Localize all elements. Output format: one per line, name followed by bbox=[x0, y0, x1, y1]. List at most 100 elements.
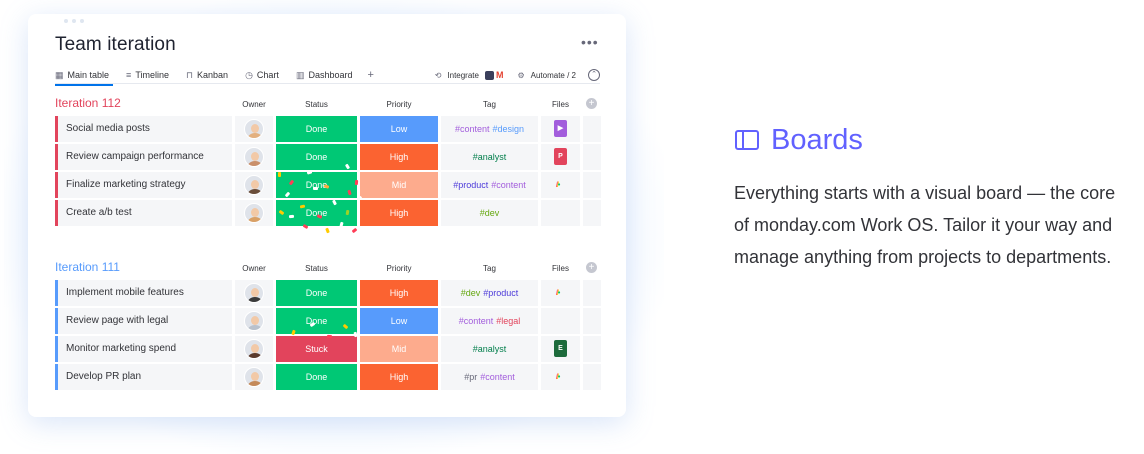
column-header-files[interactable]: Files bbox=[552, 100, 569, 109]
monday-logo-icon[interactable]: //• bbox=[556, 182, 561, 189]
files-cell[interactable] bbox=[541, 308, 580, 334]
status-badge[interactable]: Done bbox=[276, 280, 357, 306]
priority-badge[interactable]: Mid bbox=[360, 336, 438, 362]
table-row[interactable]: Social media posts Done Low #content #design… bbox=[55, 116, 601, 144]
column-header-files[interactable]: Files bbox=[552, 264, 569, 273]
add-column-button[interactable]: + bbox=[586, 262, 597, 273]
tag-cell[interactable]: #content #design bbox=[441, 116, 538, 142]
tag-cell[interactable]: #analyst bbox=[441, 336, 538, 362]
column-header-tag[interactable]: Tag bbox=[483, 264, 496, 273]
excel-file-icon[interactable]: E bbox=[554, 340, 567, 357]
priority-badge[interactable]: High bbox=[360, 144, 438, 170]
item-name[interactable]: Review campaign performance bbox=[55, 144, 232, 170]
table-row[interactable]: Create a/b test Done High #dev bbox=[55, 200, 601, 228]
tab-label: Dashboard bbox=[308, 70, 353, 80]
tab-main-table[interactable]: ▦ Main table bbox=[55, 70, 114, 86]
monday-logo-icon[interactable]: //• bbox=[556, 374, 561, 381]
more-options-button[interactable]: ••• bbox=[581, 34, 599, 50]
tag-cell[interactable]: #analyst bbox=[441, 144, 538, 170]
item-name[interactable]: Finalize marketing strategy bbox=[55, 172, 232, 198]
tab-timeline[interactable]: ≡ Timeline bbox=[126, 70, 169, 80]
priority-badge[interactable]: High bbox=[360, 200, 438, 226]
tag[interactable]: #content bbox=[491, 180, 526, 190]
tag[interactable]: #dev bbox=[479, 208, 500, 218]
tab-label: Timeline bbox=[135, 70, 169, 80]
tab-kanban[interactable]: ⊓ Kanban bbox=[186, 70, 228, 81]
priority-badge[interactable]: Low bbox=[360, 308, 438, 334]
tag[interactable]: #analyst bbox=[472, 344, 507, 354]
files-cell[interactable]: //• bbox=[541, 364, 580, 390]
column-header-owner[interactable]: Owner bbox=[242, 264, 266, 273]
integrate-button[interactable]: Integrate bbox=[447, 70, 479, 80]
tab-dashboard[interactable]: ▥ Dashboard bbox=[296, 70, 353, 81]
item-name[interactable]: Implement mobile features bbox=[55, 280, 232, 306]
group-title[interactable]: Iteration 112 bbox=[55, 96, 121, 110]
powerpoint-file-icon[interactable]: P bbox=[554, 148, 567, 165]
tag-cell[interactable]: #content #legal bbox=[441, 308, 538, 334]
table-row[interactable]: Implement mobile features Done High #dev #pr… bbox=[55, 280, 601, 308]
table-row[interactable]: Review page with legal Done Low #content #le… bbox=[55, 308, 601, 336]
video-file-icon[interactable]: ▶ bbox=[554, 120, 567, 137]
priority-badge[interactable]: Low bbox=[360, 116, 438, 142]
column-header-status[interactable]: Status bbox=[305, 264, 328, 273]
tag[interactable]: #product bbox=[483, 288, 519, 298]
files-cell[interactable]: //• bbox=[541, 172, 580, 198]
status-badge[interactable]: Stuck bbox=[276, 336, 357, 362]
owner-cell[interactable] bbox=[235, 364, 273, 390]
tag[interactable]: #dev bbox=[460, 288, 481, 298]
files-cell[interactable]: ▶ bbox=[541, 116, 580, 142]
collapse-icon[interactable]: ⌃ bbox=[588, 69, 600, 81]
files-cell[interactable] bbox=[541, 200, 580, 226]
owner-cell[interactable] bbox=[235, 116, 273, 142]
column-header-owner[interactable]: Owner bbox=[242, 100, 266, 109]
tag[interactable]: #legal bbox=[496, 316, 521, 326]
view-tabs: ▦ Main table ≡ Timeline ⊓ Kanban ◷ Chart… bbox=[55, 67, 600, 86]
priority-badge[interactable]: High bbox=[360, 364, 438, 390]
tag[interactable]: #product bbox=[453, 180, 489, 190]
files-cell[interactable]: P bbox=[541, 144, 580, 170]
status-badge[interactable]: Done bbox=[276, 308, 357, 334]
owner-cell[interactable] bbox=[235, 336, 273, 362]
item-name[interactable]: Create a/b test bbox=[55, 200, 232, 226]
column-header-tag[interactable]: Tag bbox=[483, 100, 496, 109]
add-column-button[interactable]: + bbox=[586, 98, 597, 109]
automate-button[interactable]: Automate / 2 bbox=[530, 70, 576, 80]
tag-cell[interactable]: #dev bbox=[441, 200, 538, 226]
tag-cell[interactable]: #product #content bbox=[441, 172, 538, 198]
files-cell[interactable]: //• bbox=[541, 280, 580, 306]
tag[interactable]: #content bbox=[454, 124, 490, 134]
owner-cell[interactable] bbox=[235, 200, 273, 226]
table-row[interactable]: Develop PR plan Done High #pr #content//• bbox=[55, 364, 601, 392]
tab-chart[interactable]: ◷ Chart bbox=[245, 70, 279, 81]
group-title[interactable]: Iteration 111 bbox=[55, 260, 120, 274]
owner-cell[interactable] bbox=[235, 280, 273, 306]
tag-cell[interactable]: #dev #product bbox=[441, 280, 538, 306]
item-name[interactable]: Monitor marketing spend bbox=[55, 336, 232, 362]
tag[interactable]: #content bbox=[458, 316, 494, 326]
tag[interactable]: #pr bbox=[464, 372, 478, 382]
status-badge[interactable]: Done bbox=[276, 116, 357, 142]
owner-cell[interactable] bbox=[235, 172, 273, 198]
column-header-priority[interactable]: Priority bbox=[386, 100, 412, 109]
table-row[interactable]: Monitor marketing spend Stuck Mid #analyst E bbox=[55, 336, 601, 364]
status-badge[interactable]: Done bbox=[276, 200, 357, 226]
tag[interactable]: #design bbox=[492, 124, 525, 134]
add-view-button[interactable]: + bbox=[367, 69, 374, 81]
item-name[interactable]: Social media posts bbox=[55, 116, 232, 142]
owner-cell[interactable] bbox=[235, 308, 273, 334]
item-name[interactable]: Review page with legal bbox=[55, 308, 232, 334]
status-badge[interactable]: Done bbox=[276, 144, 357, 170]
monday-logo-icon[interactable]: //• bbox=[556, 290, 561, 297]
tag[interactable]: #content bbox=[480, 372, 515, 382]
status-badge[interactable]: Done bbox=[276, 364, 357, 390]
table-row[interactable]: Review campaign performance Done High #anal… bbox=[55, 144, 601, 172]
files-cell[interactable]: E bbox=[541, 336, 580, 362]
owner-cell[interactable] bbox=[235, 144, 273, 170]
priority-badge[interactable]: Mid bbox=[360, 172, 438, 198]
tag[interactable]: #analyst bbox=[472, 152, 507, 162]
column-header-status[interactable]: Status bbox=[305, 100, 328, 109]
priority-badge[interactable]: High bbox=[360, 280, 438, 306]
tag-cell[interactable]: #pr #content bbox=[441, 364, 538, 390]
item-name[interactable]: Develop PR plan bbox=[55, 364, 232, 390]
column-header-priority[interactable]: Priority bbox=[386, 264, 412, 273]
